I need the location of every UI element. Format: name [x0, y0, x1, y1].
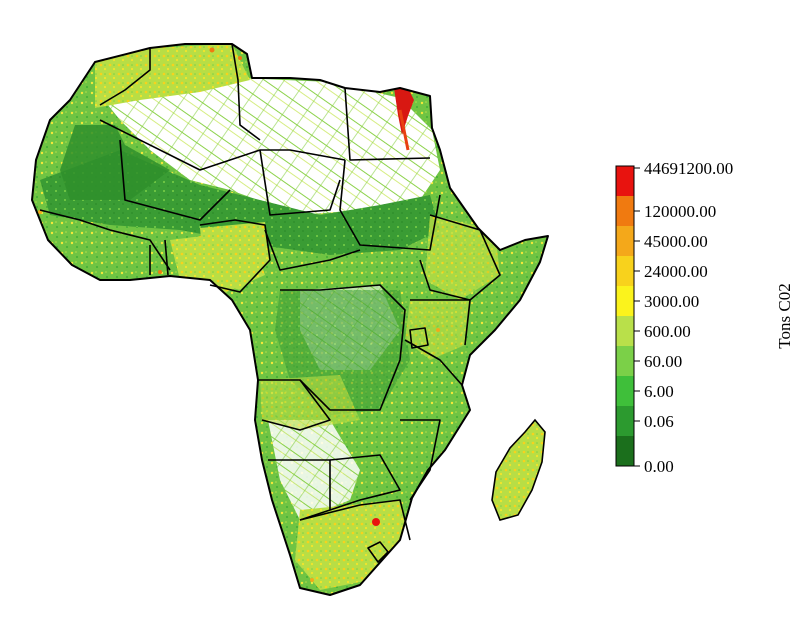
accra-hotspot [158, 270, 162, 274]
algiers-hotspot [209, 47, 215, 53]
africa-outline [31, 43, 549, 596]
border-morocco-algeria [99, 48, 151, 106]
madagascar [491, 418, 546, 521]
capetown-hotspot [310, 578, 314, 582]
legend-label: 0.06 [644, 412, 674, 431]
legend-label: 3000.00 [644, 292, 699, 311]
legend-swatch [616, 376, 634, 406]
madagascar-shape [491, 418, 546, 521]
legend-labels: 44691200.00 120000.00 45000.00 24000.00 3000… [634, 159, 733, 476]
legend-swatch [616, 166, 634, 196]
border-ghana [149, 239, 169, 276]
sahara-sparse [100, 78, 440, 215]
border-libya-egypt [344, 87, 431, 161]
africa-land [31, 43, 549, 596]
nairobi-hotspot [436, 328, 440, 332]
border-drc [280, 284, 406, 411]
angola-yellow [260, 375, 360, 430]
legend-swatch [616, 316, 634, 346]
south-africa-yellow [295, 500, 410, 590]
border-south-africa [299, 499, 411, 541]
lake-victoria [409, 327, 429, 349]
johannesburg-hotspot [372, 518, 380, 526]
legend-label: 24000.00 [644, 262, 708, 281]
legend-swatch [616, 436, 634, 466]
nigeria-yellow [200, 222, 270, 290]
lesotho [367, 541, 389, 563]
legend-label: 600.00 [644, 322, 691, 341]
legend-label: 120000.00 [644, 202, 716, 221]
nile-river [398, 109, 410, 151]
border-niger-chad [259, 149, 341, 216]
legend-title: Tons C02 [775, 283, 794, 348]
legend-swatch [616, 406, 634, 436]
legend: 44691200.00 120000.00 45000.00 24000.00 3000… [615, 159, 794, 476]
tunis-hotspot [238, 56, 242, 60]
legend-swatch [616, 346, 634, 376]
legend-swatch [616, 196, 634, 226]
border-west-coast [39, 209, 171, 271]
legend-swatches [616, 166, 634, 466]
ethiopia-yellow [425, 215, 500, 300]
border-cameroon-car [264, 229, 361, 271]
legend-swatch [616, 256, 634, 286]
border-mozambique [400, 419, 441, 501]
border-botswana-zim [329, 454, 401, 511]
border-ethiopia [419, 214, 501, 301]
legend-label: 44691200.00 [644, 159, 733, 178]
legend-label: 0.00 [644, 457, 674, 476]
border-algeria-libya [231, 43, 261, 141]
legend-label: 60.00 [644, 352, 682, 371]
legend-swatch [616, 286, 634, 316]
maghreb-yellow [95, 44, 250, 108]
kalahari-sparse [268, 420, 360, 520]
border-mali [119, 139, 231, 221]
border-namibia [268, 459, 331, 521]
west-sahara-dark [60, 125, 170, 200]
border-sudan [339, 159, 441, 251]
legend-label: 45000.00 [644, 232, 708, 251]
legend-frame [615, 165, 635, 467]
nile-delta-red [394, 88, 414, 135]
legend-swatch [616, 226, 634, 256]
border-angola [258, 379, 331, 431]
border-nigeria [199, 219, 271, 293]
country-borders [31, 43, 549, 596]
legend-label: 6.00 [644, 382, 674, 401]
